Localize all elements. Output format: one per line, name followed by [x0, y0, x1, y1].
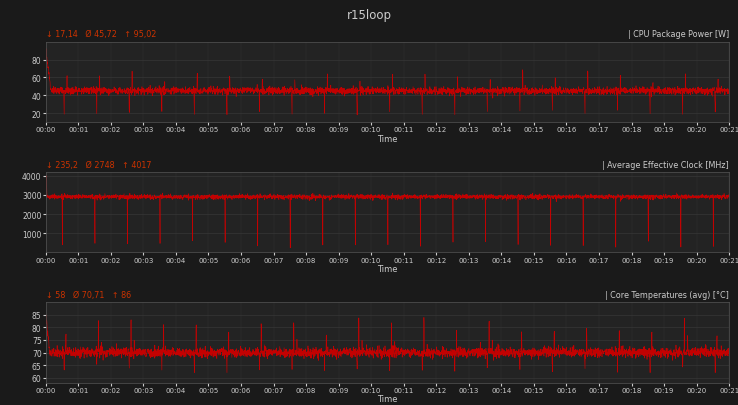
Text: ↓ 58   Ø 70,71   ↑ 86: ↓ 58 Ø 70,71 ↑ 86	[46, 290, 131, 299]
Text: | Core Temperatures (avg) [°C]: | Core Temperatures (avg) [°C]	[605, 290, 729, 299]
X-axis label: Time: Time	[377, 134, 398, 143]
X-axis label: Time: Time	[377, 394, 398, 403]
Text: ↓ 17,14   Ø 45,72   ↑ 95,02: ↓ 17,14 Ø 45,72 ↑ 95,02	[46, 30, 156, 39]
Text: r15loop: r15loop	[347, 9, 391, 22]
X-axis label: Time: Time	[377, 264, 398, 273]
Text: ↓ 235,2   Ø 2748   ↑ 4017: ↓ 235,2 Ø 2748 ↑ 4017	[46, 160, 151, 169]
Text: | Average Effective Clock [MHz]: | Average Effective Clock [MHz]	[602, 160, 729, 169]
Text: | CPU Package Power [W]: | CPU Package Power [W]	[628, 30, 729, 39]
